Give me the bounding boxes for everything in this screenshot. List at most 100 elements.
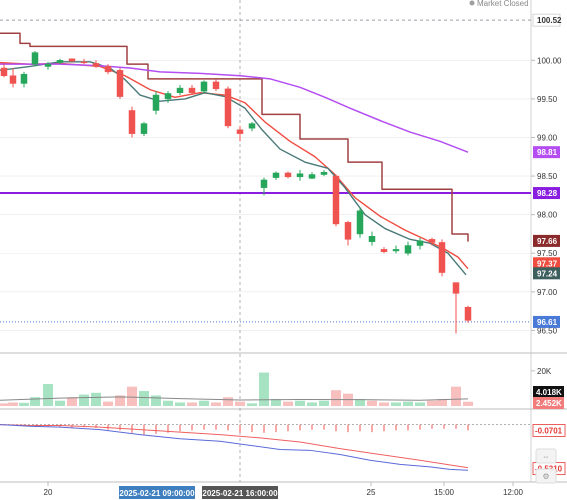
volume-bar — [379, 402, 389, 406]
settings-button[interactable]: ⚙ — [535, 468, 557, 484]
price-tag-label: 100.52 — [537, 16, 562, 25]
volume-tag-label: 2.452K — [536, 399, 562, 408]
volume-bar — [259, 372, 269, 406]
indicator-line-ma-purple — [0, 63, 469, 153]
time-tick-label: 12:00 — [503, 488, 524, 497]
candle-body — [380, 249, 388, 252]
volume-bar — [151, 395, 161, 406]
volume-bar — [295, 400, 305, 406]
scale-button[interactable]: ⇔ — [535, 448, 557, 464]
volume-bar — [8, 402, 18, 406]
candle-body — [140, 123, 148, 134]
candle-body — [31, 52, 39, 65]
candle-body — [92, 63, 100, 67]
macd-signal — [0, 424, 469, 469]
candle-body — [56, 60, 64, 63]
candle-body — [188, 87, 196, 93]
candle-body — [116, 70, 124, 97]
volume-bar — [307, 402, 317, 406]
candle-body — [236, 129, 244, 134]
scale-icon: ⇔ — [542, 452, 550, 461]
candle-body — [0, 67, 8, 76]
candle-body — [128, 110, 136, 134]
volume-bar — [331, 390, 341, 406]
time-tick-label: 20 — [44, 488, 53, 497]
price-tick-label: 97.50 — [537, 249, 558, 258]
candle-body — [428, 239, 436, 243]
volume-bar — [199, 400, 209, 406]
macd-macd-line — [0, 424, 469, 471]
crosshair-time-tag — [119, 486, 195, 499]
price-tag-label: 98.81 — [537, 148, 558, 157]
candle-body — [344, 222, 352, 240]
macd-tag — [532, 424, 566, 437]
candle-body — [272, 172, 280, 178]
price-pane[interactable] — [0, 0, 531, 482]
indicator-line-stop — [0, 32, 469, 242]
time-tick-label: 25 — [367, 488, 376, 497]
volume-bar — [127, 386, 137, 406]
price-tick-label: 98.50 — [537, 172, 558, 181]
macd-pane[interactable] — [0, 424, 531, 471]
volume-average-line — [0, 396, 469, 401]
volume-bar — [403, 401, 413, 406]
candle-body — [200, 81, 208, 92]
crosshair-time-label: 2025-02-21 16:00:00 — [202, 489, 278, 498]
volume-bar — [30, 397, 40, 406]
price-tag-label: 97.37 — [537, 259, 558, 268]
market-status: Market Closed — [469, 0, 529, 8]
price-tick-label: 96.50 — [537, 326, 558, 335]
volume-pane[interactable] — [0, 372, 473, 406]
candle-body — [392, 249, 400, 252]
price-tag — [532, 13, 561, 27]
price-tick-label: 99.00 — [537, 133, 558, 142]
time-axis[interactable]: 20 25 15:00 12:00 2025-02-21 09:00:00 2025-02… — [44, 482, 524, 499]
volume-tag-label: 4.018K — [536, 388, 562, 397]
volume-bar — [415, 402, 425, 406]
volume-bar — [115, 395, 125, 406]
volume-bar — [427, 400, 437, 406]
volume-bar — [139, 391, 149, 406]
volume-bar — [19, 402, 29, 406]
price-tag — [533, 315, 560, 328]
price-tick-label: 98.00 — [537, 211, 558, 220]
gear-icon: ⚙ — [542, 472, 549, 481]
volume-bar — [367, 400, 377, 406]
volume-bar — [187, 402, 197, 406]
candle-body — [320, 171, 328, 175]
indicator-line-ema-teal — [0, 61, 467, 276]
volume-bar — [247, 403, 257, 406]
price-tag — [533, 187, 560, 200]
volume-bar — [223, 397, 233, 406]
candle-body — [356, 210, 364, 235]
candle-body — [152, 94, 160, 111]
market-status-dot — [469, 0, 475, 6]
price-axis[interactable]: 100.00 99.50 99.00 98.50 98.00 97.50 97.00 96.5… — [531, 13, 566, 476]
volume-bar — [437, 398, 447, 406]
volume-bar — [355, 398, 365, 406]
candle-body — [9, 75, 17, 84]
candle-body — [332, 175, 340, 225]
candle-body — [80, 61, 88, 64]
volume-bar — [91, 392, 101, 406]
candle-body — [212, 81, 220, 90]
time-tick-label: 15:00 — [434, 488, 455, 497]
volume-bar — [271, 398, 281, 406]
candle-body — [260, 179, 268, 188]
volume-bar — [55, 400, 65, 406]
candle-body — [20, 73, 28, 84]
volume-bar — [391, 402, 401, 406]
price-tick-label: 97.00 — [537, 288, 558, 297]
macd-tag-label: -0.0701 — [535, 426, 563, 435]
volume-bar — [103, 401, 113, 406]
volume-bar — [463, 401, 473, 406]
chart-frame — [0, 0, 567, 483]
candle-body — [68, 58, 76, 62]
volume-bar — [211, 402, 221, 406]
volume-bar — [175, 402, 185, 406]
candle-body — [404, 245, 412, 254]
candle-body — [452, 282, 460, 294]
candle-body — [464, 307, 472, 321]
volume-bar — [67, 397, 77, 406]
